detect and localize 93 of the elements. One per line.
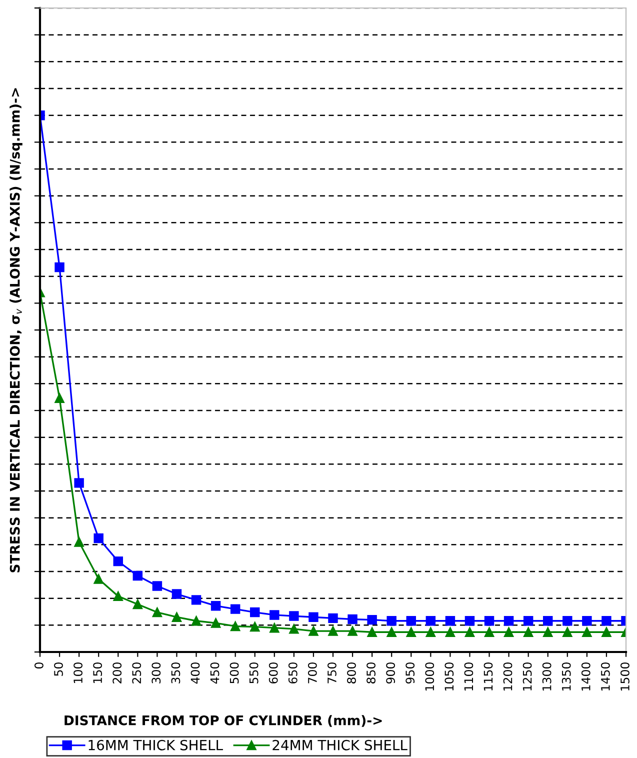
point: [210, 600, 221, 611]
x-tick-label: 150: [93, 662, 102, 683]
x-tick-label: 650: [288, 662, 298, 684]
x-tick-label: 900: [386, 662, 396, 684]
point: [172, 612, 182, 622]
x-tick-label: 1300: [542, 662, 552, 690]
point: [132, 570, 143, 581]
point: [445, 616, 456, 626]
point: [464, 627, 475, 638]
point: [348, 614, 358, 624]
x-tick-label: 800: [347, 662, 356, 684]
point: [113, 591, 123, 602]
point: [386, 627, 396, 638]
point: [464, 616, 475, 626]
x-tick-label: 1000: [425, 662, 434, 690]
point: [348, 626, 358, 636]
x-tick-label: 500: [230, 662, 239, 684]
point: [230, 621, 240, 632]
point: [602, 616, 612, 626]
x-tick-label: 1400: [581, 662, 590, 690]
point: [54, 393, 64, 404]
point: [308, 612, 318, 622]
point: [113, 556, 123, 566]
point: [250, 607, 260, 618]
point: [152, 581, 162, 591]
point: [523, 616, 534, 626]
point: [504, 627, 514, 638]
point: [367, 614, 377, 625]
x-tick-label: 200: [112, 662, 122, 684]
x-tick-label: 100: [74, 662, 82, 683]
x-tick-label: 1100: [464, 662, 474, 690]
point: [386, 616, 396, 626]
point: [484, 616, 494, 626]
point: [74, 537, 84, 547]
x-tick-label: 450: [210, 662, 220, 684]
point: [328, 613, 338, 624]
point: [152, 607, 162, 618]
point: [484, 627, 494, 638]
point: [191, 616, 202, 626]
point: [367, 627, 377, 638]
point: [582, 627, 592, 638]
point: [94, 533, 104, 544]
point: [191, 595, 202, 605]
x-tick-label: 1150: [484, 662, 493, 690]
point: [270, 610, 280, 620]
point: [523, 627, 534, 638]
point: [426, 627, 436, 638]
point: [132, 599, 143, 610]
point: [289, 624, 299, 634]
point: [426, 616, 436, 626]
point: [289, 611, 299, 621]
point: [172, 589, 182, 599]
x-tick-label: 1500: [620, 662, 630, 690]
point: [543, 627, 553, 638]
point: [445, 627, 456, 638]
point: [74, 478, 84, 488]
point: [270, 622, 280, 633]
x-tick-label: 300: [152, 662, 161, 684]
x-tick-label: 250: [132, 662, 142, 684]
x-tick-label: 1200: [503, 662, 512, 690]
point: [308, 626, 318, 636]
point: [406, 616, 416, 626]
point: [328, 626, 338, 636]
x-tick-label: 850: [366, 662, 376, 684]
x-tick-label: 600: [268, 662, 278, 684]
point: [230, 604, 240, 614]
point: [543, 616, 553, 626]
point: [582, 616, 592, 626]
x-tick-label: 750: [327, 662, 336, 684]
x-tick-label: 1050: [444, 662, 454, 690]
point: [94, 574, 104, 584]
point: [210, 618, 221, 628]
point: [602, 627, 612, 638]
x-axis-title: DISTANCE FROM TOP OF CYLINDER (mm)->: [64, 715, 382, 727]
x-tick-label: 400: [190, 662, 200, 684]
x-tick-label: 0: [34, 662, 44, 668]
legend-label: 16MM THICK SHELL: [88, 740, 223, 750]
legend-label: 24MM THICK SHELL: [272, 740, 408, 750]
x-tick-label: 700: [308, 662, 317, 684]
point: [54, 262, 64, 272]
point: [250, 622, 260, 632]
point: [562, 627, 572, 638]
point: [406, 627, 416, 638]
x-tick-label: 1450: [600, 662, 610, 690]
point: [562, 616, 572, 626]
x-tick-label: 50: [54, 662, 63, 676]
x-tick-label: 950: [406, 662, 415, 684]
point: [504, 616, 514, 626]
x-tick-label: 550: [249, 662, 258, 684]
x-tick-label: 350: [171, 662, 180, 684]
x-tick-label: 1350: [562, 662, 571, 690]
x-tick-label: 1250: [522, 662, 532, 690]
y-axis-title: STRESS IN VERTICAL DIRECTION, σ$_{v}$ (ALONG Y-AXIS) (N/sq.mm)->: [10, 88, 22, 572]
